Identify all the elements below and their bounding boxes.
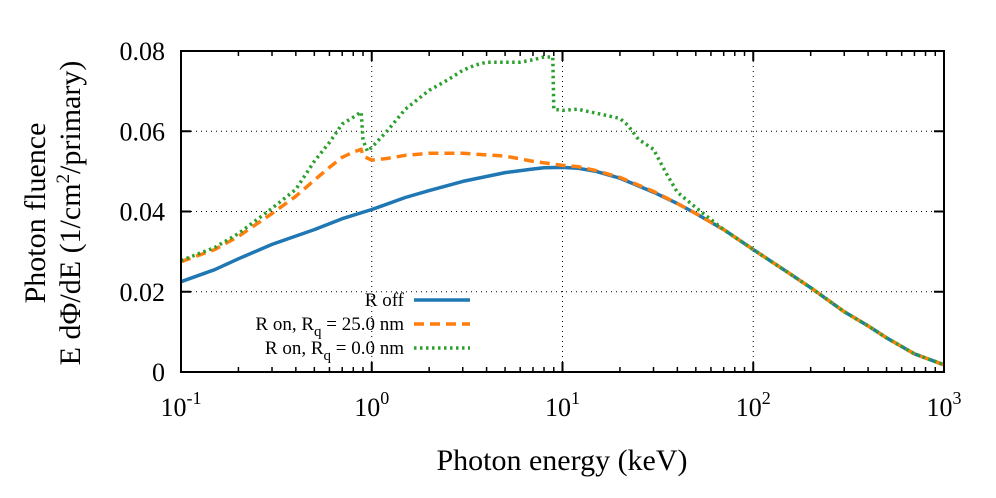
x-tick-label-base: 10 bbox=[545, 393, 571, 422]
series-r-on-25nm-line bbox=[180, 147, 945, 367]
y-axis-title-line2-suffix: /primary) bbox=[54, 61, 87, 174]
legend-label-main: R off bbox=[365, 290, 405, 311]
x-tick-label: 101 bbox=[545, 388, 580, 422]
x-tick-label-base: 10 bbox=[927, 393, 953, 422]
y-tick-label: 0.04 bbox=[120, 198, 166, 227]
legend-label-main: R on, R bbox=[265, 338, 324, 359]
legend-entry-r-on-0nm-label: R on, Rq = 0.0 nm bbox=[265, 338, 404, 364]
y-axis-title-line2-sup: 2 bbox=[53, 174, 74, 184]
y-tick-label: 0.06 bbox=[120, 117, 166, 146]
y-tick-label: 0.02 bbox=[120, 278, 166, 307]
legend-label-subscript: q bbox=[324, 348, 332, 364]
x-tick-label: 103 bbox=[927, 388, 962, 422]
x-axis-title: Photon energy (keV) bbox=[436, 444, 687, 477]
y-axis-title-line2-prefix: E dΦ/dE (1/cm bbox=[54, 183, 87, 365]
x-tick-label-base: 10 bbox=[161, 393, 187, 422]
x-tick-label-base: 10 bbox=[736, 393, 762, 422]
legend-entry-r-off-label: R off bbox=[365, 290, 405, 311]
legend-label-suffix: = 25.0 nm bbox=[322, 314, 405, 335]
legend-label-subscript: q bbox=[314, 324, 322, 340]
x-tick-label-base: 10 bbox=[354, 393, 380, 422]
y-axis-title-line2: E dΦ/dE (1/cm2/primary) bbox=[53, 61, 87, 366]
y-axis-title-line1: Photon fluence bbox=[19, 123, 52, 304]
x-tick-label-exponent: 2 bbox=[762, 388, 771, 408]
y-tick-label: 0.08 bbox=[120, 37, 166, 66]
x-tick-label: 10-1 bbox=[161, 388, 202, 422]
legend-entry-r-on-25nm-label: R on, Rq = 25.0 nm bbox=[255, 314, 404, 340]
series-layer bbox=[180, 55, 945, 367]
y-tick-label: 0 bbox=[152, 358, 165, 387]
legend-label-main: R on, R bbox=[255, 314, 314, 335]
x-tick-label-exponent: 3 bbox=[953, 388, 962, 408]
x-tick-label: 102 bbox=[736, 388, 771, 422]
x-tick-label-exponent: 1 bbox=[571, 388, 580, 408]
legend-label-suffix: = 0.0 nm bbox=[331, 338, 404, 359]
x-tick-label-exponent: -1 bbox=[187, 388, 202, 408]
axis-ticks bbox=[180, 50, 945, 373]
x-tick-label-exponent: 0 bbox=[380, 388, 389, 408]
x-tick-label: 100 bbox=[354, 388, 389, 422]
